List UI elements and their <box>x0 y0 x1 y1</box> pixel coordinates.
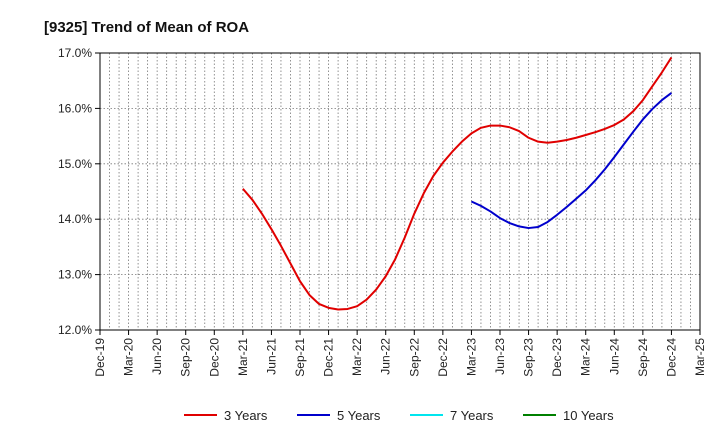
chart-title: [9325] Trend of Mean of ROA <box>44 19 249 36</box>
x-tick-label: Mar-24 <box>579 338 593 376</box>
legend-label: 7 Years <box>450 408 494 423</box>
x-tick-label: Dec-20 <box>207 338 221 377</box>
x-tick-label: Jun-21 <box>264 338 278 375</box>
legend-label: 10 Years <box>563 408 614 423</box>
x-tick-label: Dec-21 <box>322 338 336 377</box>
x-tick-label: Jun-24 <box>607 338 621 375</box>
x-tick-label: Mar-20 <box>122 338 136 376</box>
series-line-3-years <box>242 56 673 311</box>
x-tick-label: Jun-20 <box>150 338 164 375</box>
x-tick-label: Sep-21 <box>293 338 307 377</box>
y-tick-label: 13.0% <box>58 268 92 282</box>
legend: 3 Years 5 Years 7 Years 10 Years <box>184 408 614 423</box>
x-tick-label: Jun-23 <box>493 338 507 375</box>
x-axis-ticks: Dec-19 Mar-20 Jun-20 Sep-20 Dec-20 Mar-21 Jun-… <box>93 330 707 377</box>
x-tick-label: Mar-23 <box>464 338 478 376</box>
y-tick-label: 12.0% <box>58 323 92 337</box>
legend-label: 3 Years <box>224 408 268 423</box>
x-tick-label: Sep-24 <box>636 338 650 377</box>
y-axis-ticks: 12.0% 13.0% 14.0% 15.0% 16.0% 17.0% <box>58 46 100 337</box>
x-tick-label: Dec-19 <box>93 338 107 377</box>
x-tick-label: Sep-23 <box>522 338 536 377</box>
x-tick-label: Dec-24 <box>664 338 678 377</box>
series-lines <box>242 56 673 311</box>
y-tick-label: 16.0% <box>58 101 92 115</box>
x-tick-label: Mar-21 <box>236 338 250 376</box>
series-line-5-years <box>471 92 673 230</box>
plot-area <box>99 52 701 331</box>
legend-label: 5 Years <box>337 408 381 423</box>
x-tick-label: Dec-23 <box>550 338 564 377</box>
x-tick-label: Sep-22 <box>407 338 421 377</box>
x-tick-label: Jun-22 <box>379 338 393 375</box>
y-tick-label: 14.0% <box>58 212 92 226</box>
y-tick-label: 15.0% <box>58 157 92 171</box>
x-tick-label: Mar-22 <box>350 338 364 376</box>
x-tick-label: Dec-22 <box>436 338 450 377</box>
y-tick-label: 17.0% <box>58 46 92 60</box>
x-tick-label: Mar-25 <box>693 338 707 376</box>
gridlines <box>100 53 700 330</box>
x-tick-label: Sep-20 <box>179 338 193 377</box>
